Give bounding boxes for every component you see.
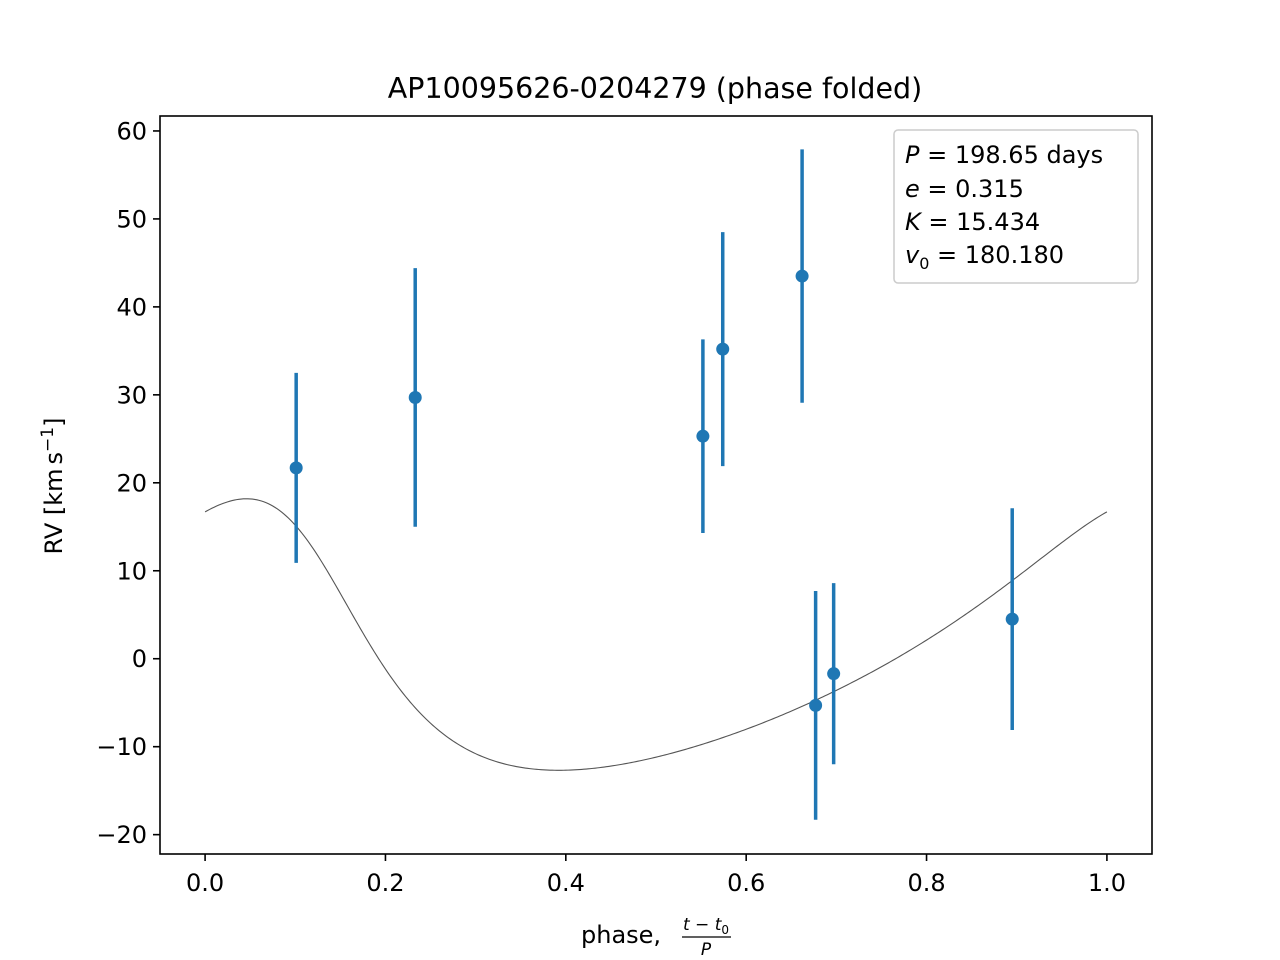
legend-systemic-velocity: v0 = 180.180	[905, 241, 1064, 273]
data-point-8	[1005, 612, 1019, 626]
x-axis-label-denominator: P	[701, 940, 712, 960]
y-tick-label: 0	[132, 645, 147, 673]
data-point-6	[809, 698, 823, 712]
model-rv-curve	[204, 498, 1108, 771]
legend-period-unit: days	[1046, 141, 1103, 169]
data-point-3	[696, 429, 710, 443]
x-tick-label: 0.8	[907, 869, 945, 897]
data-point-2	[408, 390, 422, 404]
axes-frame	[159, 115, 1153, 855]
data-point-1	[289, 461, 303, 475]
legend-period-value: 198.65	[955, 141, 1039, 169]
y-tick-label: −20	[96, 821, 147, 849]
x-axis-label-numerator: t − t0	[683, 915, 729, 937]
data-point-5	[795, 269, 809, 283]
legend-eccentricity-value: 0.315	[955, 175, 1024, 203]
legend-period: P = 198.65 days	[905, 141, 1103, 169]
y-tick-label: 10	[116, 557, 147, 585]
x-axis-label-text: phase,	[581, 921, 661, 949]
x-tick-label: 0.4	[547, 869, 585, 897]
legend-amplitude: K = 15.434	[905, 208, 1040, 236]
x-tick-label: 0.6	[727, 869, 765, 897]
axes: 0.0 0.2 0.4 0.6 0.8 1.0 −20 −10 0 10 20 30 40 50 60	[96, 115, 1153, 897]
x-tick-label: 1.0	[1088, 869, 1126, 897]
data-point-4	[716, 342, 730, 356]
x-tick-label: 0.0	[186, 869, 224, 897]
y-axis-label-text: RV [kms−1]	[38, 417, 68, 554]
y-tick-label: 30	[116, 381, 147, 409]
legend-amplitude-value: 15.434	[956, 208, 1040, 236]
y-tick-label: 40	[116, 293, 147, 321]
y-tick-label: −10	[96, 733, 147, 761]
legend-systemic-velocity-value: 180.180	[965, 241, 1064, 269]
legend-eccentricity: e = 0.315	[905, 175, 1024, 203]
x-axis-label: phase, t − t0 P	[581, 915, 731, 960]
y-tick-label: 60	[116, 117, 147, 145]
chart-title: AP10095626-0204279 (phase folded)	[388, 72, 922, 105]
y-tick-label: 20	[116, 469, 147, 497]
legend: P = 198.65 days e = 0.315 K = 15.434 v0 …	[893, 129, 1139, 284]
x-tick-label: 0.2	[366, 869, 404, 897]
data-point-7	[827, 667, 841, 681]
y-tick-label: 50	[116, 205, 147, 233]
y-axis-label: RV [kms−1]	[38, 417, 68, 554]
plot-area	[204, 149, 1108, 820]
legend-frame	[893, 129, 1139, 284]
